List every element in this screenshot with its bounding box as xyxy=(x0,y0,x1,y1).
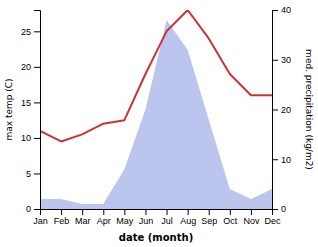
area xyxy=(40,20,272,209)
tick: 10 xyxy=(272,155,291,165)
x-axis-title: date (month) xyxy=(119,232,193,243)
tick-label: 0 xyxy=(26,204,31,214)
tick-label: 10 xyxy=(281,155,291,165)
tick-mark xyxy=(188,209,189,215)
axis-line xyxy=(41,210,273,216)
tick-mark xyxy=(103,209,104,215)
tick-label: 25 xyxy=(21,27,31,37)
tick: 20 xyxy=(272,105,291,115)
tick: 15 xyxy=(21,98,40,108)
tick-label: 30 xyxy=(281,55,291,65)
tick: Apr xyxy=(97,209,111,226)
tick-mark xyxy=(209,209,210,215)
tick: Sep xyxy=(201,209,217,226)
tick: 10 xyxy=(21,133,40,143)
plot-area xyxy=(40,10,272,209)
tick: 40 xyxy=(272,5,291,15)
tick: Aug xyxy=(180,209,196,226)
tick-mark xyxy=(272,209,278,210)
tick-label: Sep xyxy=(201,216,217,226)
line xyxy=(40,10,272,141)
y2-axis: 0 10 20 30 40 xyxy=(272,5,291,214)
chart: JanFebMarAprMayJunJulAugSepOctNovDec0510… xyxy=(0,0,318,247)
tick-mark xyxy=(145,209,146,215)
tick: Jul xyxy=(161,209,173,226)
tick-mark xyxy=(61,209,62,215)
tick-mark xyxy=(34,173,40,174)
tick-mark xyxy=(272,60,278,61)
tick: Nov xyxy=(243,209,260,226)
tick: Mar xyxy=(75,209,91,226)
tick-mark xyxy=(82,209,83,215)
y-axis-title: max temp (C) xyxy=(4,78,14,140)
tick-label: Aug xyxy=(180,216,196,226)
tick: Oct xyxy=(223,209,238,226)
axis-line xyxy=(273,11,279,210)
tick-label: 40 xyxy=(281,5,291,15)
tick-mark xyxy=(167,209,168,215)
tick-label: Feb xyxy=(54,216,70,226)
tick-label: Jan xyxy=(33,216,48,226)
tick-mark xyxy=(34,102,40,103)
tick-mark xyxy=(272,159,278,160)
plot-root: JanFebMarAprMayJunJulAugSepOctNovDec0510… xyxy=(4,5,314,243)
tick-label: Jul xyxy=(161,216,173,226)
tick-label: May xyxy=(116,216,134,226)
tick: Jan xyxy=(33,209,48,226)
tick-label: 20 xyxy=(281,105,291,115)
y-axis: 0 5 10 15 20 25 xyxy=(21,11,41,215)
tick-label: Nov xyxy=(243,216,260,226)
tick-label: Dec xyxy=(264,216,281,226)
y2-axis-title: med. precipitation (kg/m2) xyxy=(304,49,314,170)
tick-mark xyxy=(34,67,40,68)
tick-label: Apr xyxy=(97,216,111,226)
tick-label: Mar xyxy=(75,216,91,226)
tick: Feb xyxy=(54,209,70,226)
tick-mark xyxy=(34,209,40,210)
tick-mark xyxy=(230,209,231,215)
tick-label: 0 xyxy=(281,204,286,214)
axis-line xyxy=(34,11,41,210)
tick-label: Jun xyxy=(139,216,154,226)
tick-label: Oct xyxy=(223,216,238,226)
tick: 30 xyxy=(272,55,291,65)
tick: 5 xyxy=(26,169,40,179)
tick: Dec xyxy=(264,209,281,226)
tick-label: 5 xyxy=(26,169,31,179)
tick: Jun xyxy=(139,209,154,226)
tick: 0 xyxy=(26,204,40,214)
tick-mark xyxy=(251,209,252,215)
tick-mark xyxy=(272,110,278,111)
tick-label: 10 xyxy=(21,133,31,143)
tick-mark xyxy=(34,31,40,32)
tick-label: 20 xyxy=(21,62,31,72)
tick-label: 15 xyxy=(21,98,31,108)
tick: 25 xyxy=(21,27,40,37)
tick-mark xyxy=(272,10,278,11)
x-axis: Jan Feb Mar Apr May Jun Jul Aug Sep Oct Nov Dec xyxy=(33,209,281,226)
tick: 0 xyxy=(272,204,286,214)
tick: May xyxy=(116,209,134,226)
tick: 20 xyxy=(21,62,40,72)
tick-mark xyxy=(124,209,125,215)
tick-mark xyxy=(34,138,40,139)
